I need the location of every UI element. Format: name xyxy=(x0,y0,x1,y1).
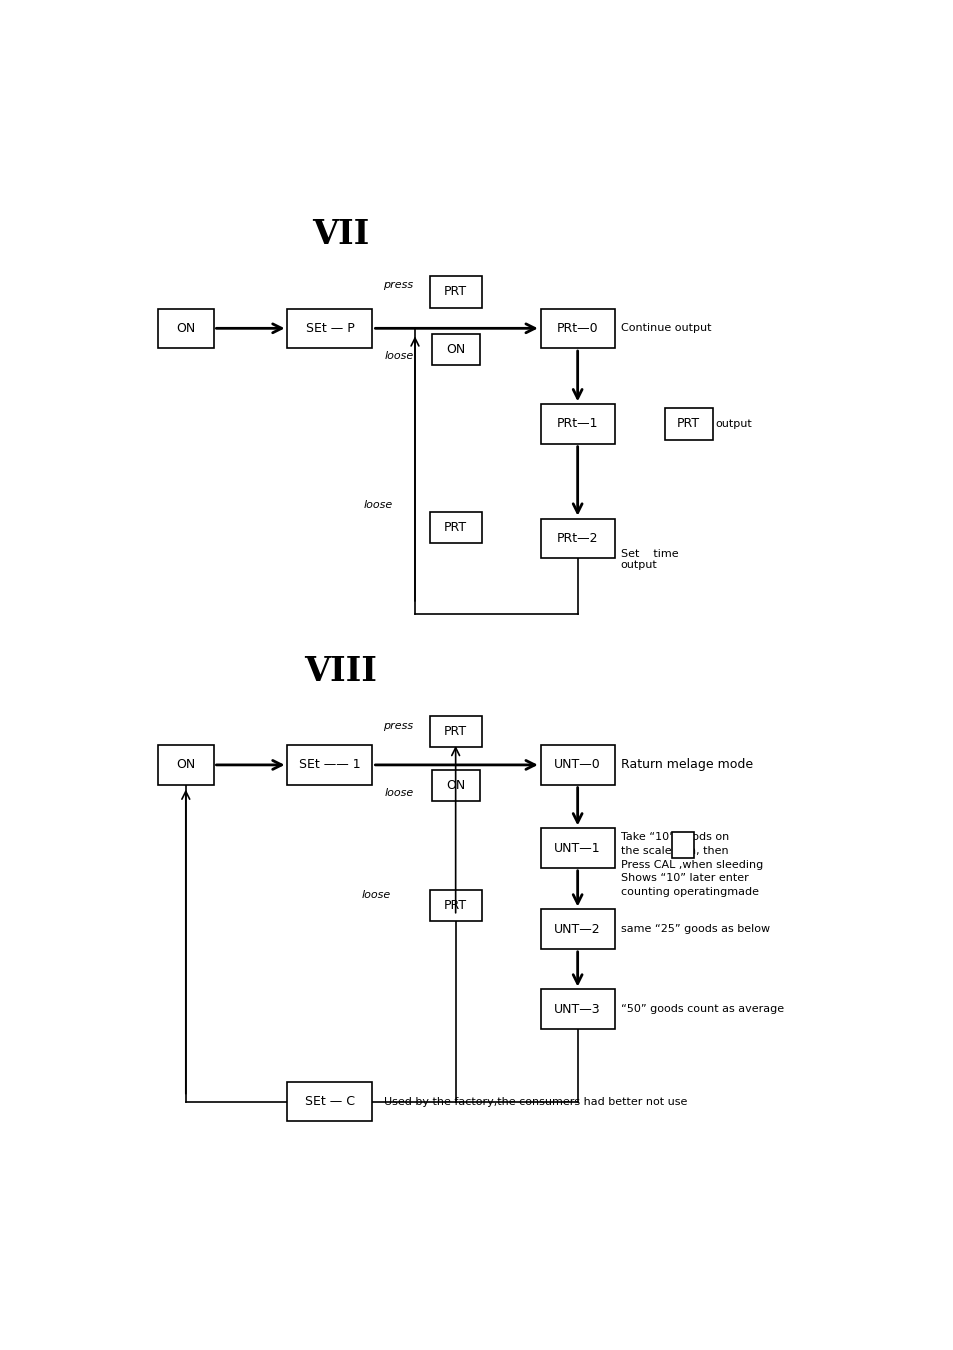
Text: loose: loose xyxy=(384,351,413,362)
FancyBboxPatch shape xyxy=(429,512,481,544)
FancyBboxPatch shape xyxy=(287,309,372,348)
FancyBboxPatch shape xyxy=(540,309,614,348)
FancyBboxPatch shape xyxy=(672,832,694,859)
Text: Used by the factory,the consumers had better not use: Used by the factory,the consumers had be… xyxy=(383,1096,686,1107)
Text: VII: VII xyxy=(312,219,370,251)
FancyBboxPatch shape xyxy=(158,745,213,784)
Text: PRT: PRT xyxy=(444,899,467,911)
Text: press: press xyxy=(383,279,413,290)
Text: PRt—0: PRt—0 xyxy=(557,321,598,335)
Text: PRT: PRT xyxy=(444,725,467,738)
FancyBboxPatch shape xyxy=(540,990,614,1029)
FancyBboxPatch shape xyxy=(429,716,481,748)
Text: same “25” goods as below: same “25” goods as below xyxy=(619,925,769,934)
Text: Continue output: Continue output xyxy=(619,323,710,333)
FancyBboxPatch shape xyxy=(540,518,614,558)
Text: UNT—2: UNT—2 xyxy=(554,922,600,936)
Text: PRT: PRT xyxy=(444,285,467,298)
Text: UNT—1: UNT—1 xyxy=(554,841,600,855)
Text: Raturn melage mode: Raturn melage mode xyxy=(619,759,752,771)
FancyBboxPatch shape xyxy=(540,745,614,784)
Text: output: output xyxy=(715,418,751,429)
Text: ON: ON xyxy=(176,321,195,335)
Text: PRT: PRT xyxy=(677,417,700,431)
Text: PRt—2: PRt—2 xyxy=(557,532,598,545)
Text: Set    time
output: Set time output xyxy=(619,548,678,570)
Text: VIII: VIII xyxy=(304,655,377,688)
Text: loose: loose xyxy=(362,890,391,900)
FancyBboxPatch shape xyxy=(664,408,712,440)
Text: UNT—0: UNT—0 xyxy=(554,759,600,771)
Text: ON: ON xyxy=(446,343,465,355)
FancyBboxPatch shape xyxy=(158,309,213,348)
FancyBboxPatch shape xyxy=(429,890,481,921)
Text: loose: loose xyxy=(363,500,393,510)
FancyBboxPatch shape xyxy=(540,829,614,868)
FancyBboxPatch shape xyxy=(287,745,372,784)
FancyBboxPatch shape xyxy=(540,910,614,949)
Text: SEt — P: SEt — P xyxy=(305,321,354,335)
Text: SEt —— 1: SEt —— 1 xyxy=(299,759,360,771)
Text: ON: ON xyxy=(176,759,195,771)
Text: press: press xyxy=(383,721,413,732)
Text: Take “10” goods on
the scale pan, then
Press CAL ,when sleeding
Shows “10” later: Take “10” goods on the scale pan, then P… xyxy=(619,833,762,896)
Text: PRt—1: PRt—1 xyxy=(557,417,598,431)
Text: ON: ON xyxy=(446,779,465,792)
Text: UNT—3: UNT—3 xyxy=(554,1003,600,1015)
FancyBboxPatch shape xyxy=(429,277,481,308)
FancyBboxPatch shape xyxy=(431,769,479,802)
Text: “50” goods count as average: “50” goods count as average xyxy=(619,1004,782,1014)
Text: SEt — C: SEt — C xyxy=(305,1095,355,1108)
Text: PRT: PRT xyxy=(444,521,467,535)
Text: loose: loose xyxy=(384,788,413,798)
FancyBboxPatch shape xyxy=(287,1081,372,1122)
FancyBboxPatch shape xyxy=(431,333,479,364)
FancyBboxPatch shape xyxy=(540,404,614,444)
